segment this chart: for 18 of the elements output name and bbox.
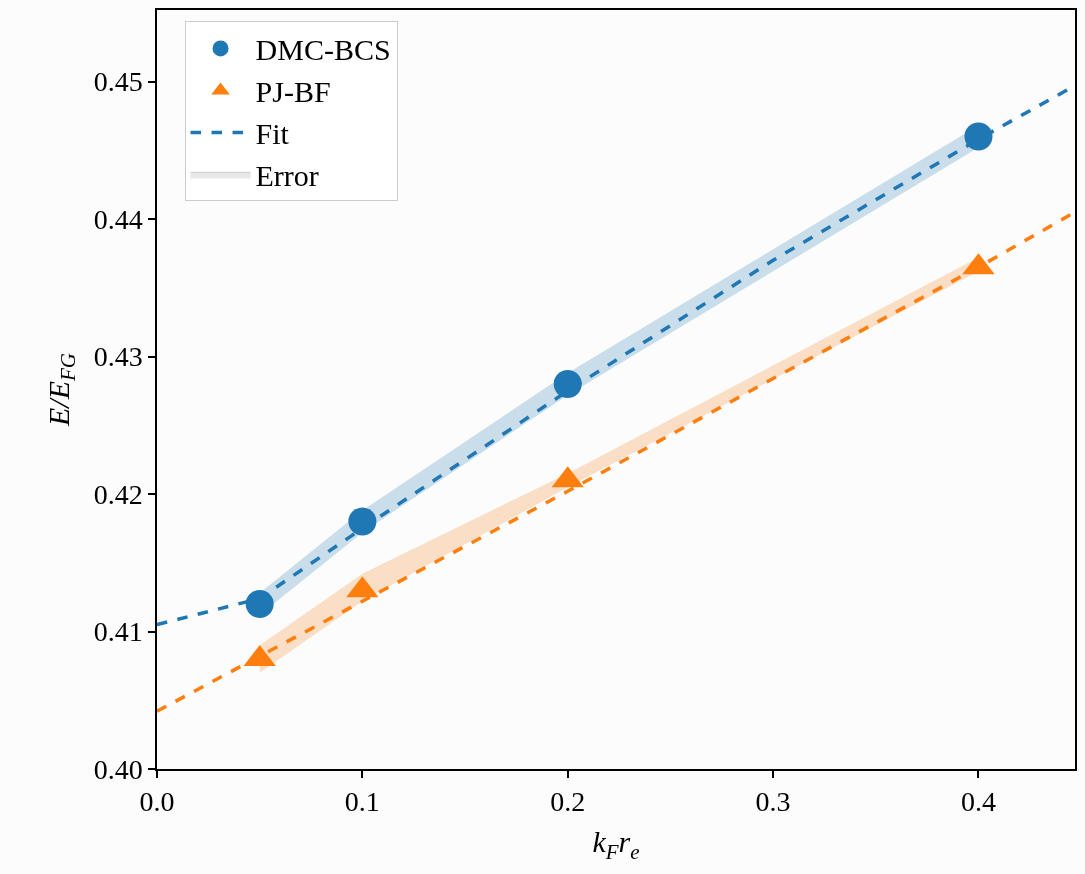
x-tick-label: 0.1	[344, 786, 380, 818]
x-tick-label: 0.0	[139, 786, 175, 818]
y-tick-label: 0.42	[93, 478, 143, 510]
x-tick-label: 0.2	[550, 786, 586, 818]
y-tick-label: 0.44	[93, 203, 143, 235]
legend-label: DMC-BCS	[255, 33, 391, 67]
point	[553, 370, 582, 398]
y-tick-label: 0.43	[93, 341, 143, 373]
x-tick-label: 0.4	[960, 786, 996, 818]
x-axis-title: k$_{F}$r$_{e}$	[592, 825, 640, 864]
x-tick-label: 0.3	[755, 786, 791, 818]
legend-label: Error	[255, 159, 319, 193]
y-tick-label: 0.40	[93, 753, 143, 785]
point	[964, 122, 993, 151]
y-tick-label: 0.45	[93, 66, 143, 98]
legend-label: Fit	[255, 117, 290, 151]
legend-label: PJ-BF	[255, 75, 331, 109]
y-tick-label: 0.41	[93, 616, 143, 648]
